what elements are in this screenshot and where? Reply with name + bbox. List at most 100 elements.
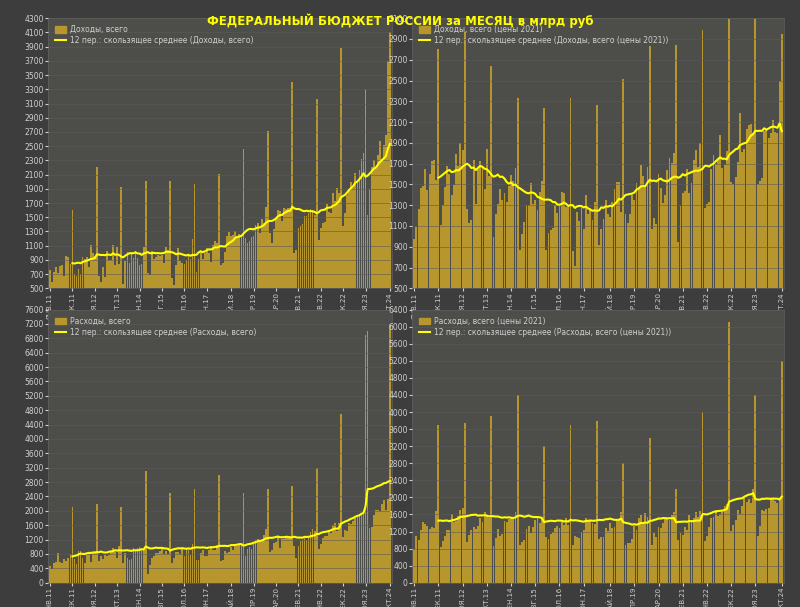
Bar: [318, 549, 319, 583]
Bar: [493, 237, 494, 341]
Bar: [67, 257, 70, 324]
Bar: [572, 251, 574, 341]
Bar: [662, 523, 664, 583]
Bar: [358, 170, 360, 324]
Bar: [121, 507, 122, 583]
Bar: [59, 266, 61, 324]
Bar: [611, 202, 614, 341]
Bar: [777, 503, 778, 583]
Bar: [759, 526, 761, 583]
Bar: [684, 527, 686, 583]
Bar: [353, 521, 354, 583]
Bar: [200, 251, 202, 324]
Bar: [383, 500, 385, 583]
Bar: [433, 160, 435, 341]
Bar: [88, 267, 90, 324]
Bar: [226, 553, 228, 583]
Bar: [660, 528, 662, 583]
Bar: [137, 259, 138, 324]
Bar: [170, 493, 171, 583]
Bar: [302, 225, 303, 324]
Bar: [187, 550, 190, 583]
Bar: [673, 512, 675, 583]
Bar: [752, 489, 754, 583]
Bar: [55, 561, 57, 583]
Bar: [100, 282, 102, 324]
Bar: [237, 546, 238, 583]
Bar: [310, 532, 311, 583]
Bar: [151, 558, 153, 583]
Bar: [330, 214, 332, 324]
Bar: [420, 188, 422, 341]
Bar: [228, 552, 230, 583]
Bar: [108, 555, 110, 583]
Bar: [594, 202, 596, 341]
Bar: [538, 523, 541, 583]
Bar: [470, 530, 472, 583]
Bar: [587, 214, 589, 341]
Bar: [318, 240, 319, 324]
Bar: [299, 226, 302, 324]
Bar: [622, 463, 624, 583]
Bar: [635, 530, 638, 583]
Bar: [678, 540, 679, 583]
Bar: [186, 260, 187, 324]
Bar: [130, 253, 132, 324]
Bar: [644, 186, 646, 341]
Bar: [576, 212, 578, 341]
Bar: [178, 248, 179, 324]
Bar: [502, 200, 503, 341]
Bar: [611, 527, 614, 583]
Bar: [538, 192, 541, 341]
Bar: [383, 145, 385, 324]
Bar: [438, 425, 439, 583]
Bar: [484, 189, 486, 341]
Bar: [174, 285, 175, 324]
Bar: [196, 273, 198, 324]
Bar: [596, 421, 598, 583]
Bar: [546, 249, 547, 341]
Bar: [713, 155, 714, 341]
Bar: [602, 219, 605, 341]
Bar: [455, 154, 457, 341]
Bar: [734, 520, 737, 583]
Bar: [468, 223, 470, 341]
Bar: [547, 233, 550, 341]
Bar: [299, 541, 302, 583]
Bar: [614, 527, 615, 583]
Bar: [726, 151, 728, 341]
Bar: [326, 205, 328, 324]
Bar: [706, 205, 708, 341]
Bar: [202, 550, 203, 583]
Bar: [295, 250, 297, 324]
Bar: [171, 278, 173, 324]
Bar: [742, 152, 743, 341]
Bar: [479, 161, 481, 341]
Bar: [774, 132, 776, 341]
Bar: [216, 545, 218, 583]
Bar: [110, 551, 112, 583]
Bar: [149, 565, 150, 583]
Bar: [350, 524, 352, 583]
Bar: [237, 236, 238, 324]
Bar: [763, 511, 765, 583]
Bar: [348, 523, 350, 583]
Bar: [206, 556, 208, 583]
Bar: [314, 531, 315, 583]
Bar: [259, 233, 261, 324]
Bar: [440, 225, 442, 341]
Bar: [526, 205, 527, 341]
Bar: [263, 535, 265, 583]
Bar: [526, 529, 527, 583]
Bar: [523, 222, 525, 341]
Bar: [450, 195, 453, 341]
Bar: [214, 241, 216, 324]
Bar: [512, 181, 514, 341]
Bar: [459, 143, 462, 341]
Bar: [778, 498, 781, 583]
Bar: [622, 80, 624, 341]
Bar: [774, 501, 776, 583]
Bar: [387, 499, 389, 583]
Bar: [279, 211, 281, 324]
Bar: [230, 548, 232, 583]
